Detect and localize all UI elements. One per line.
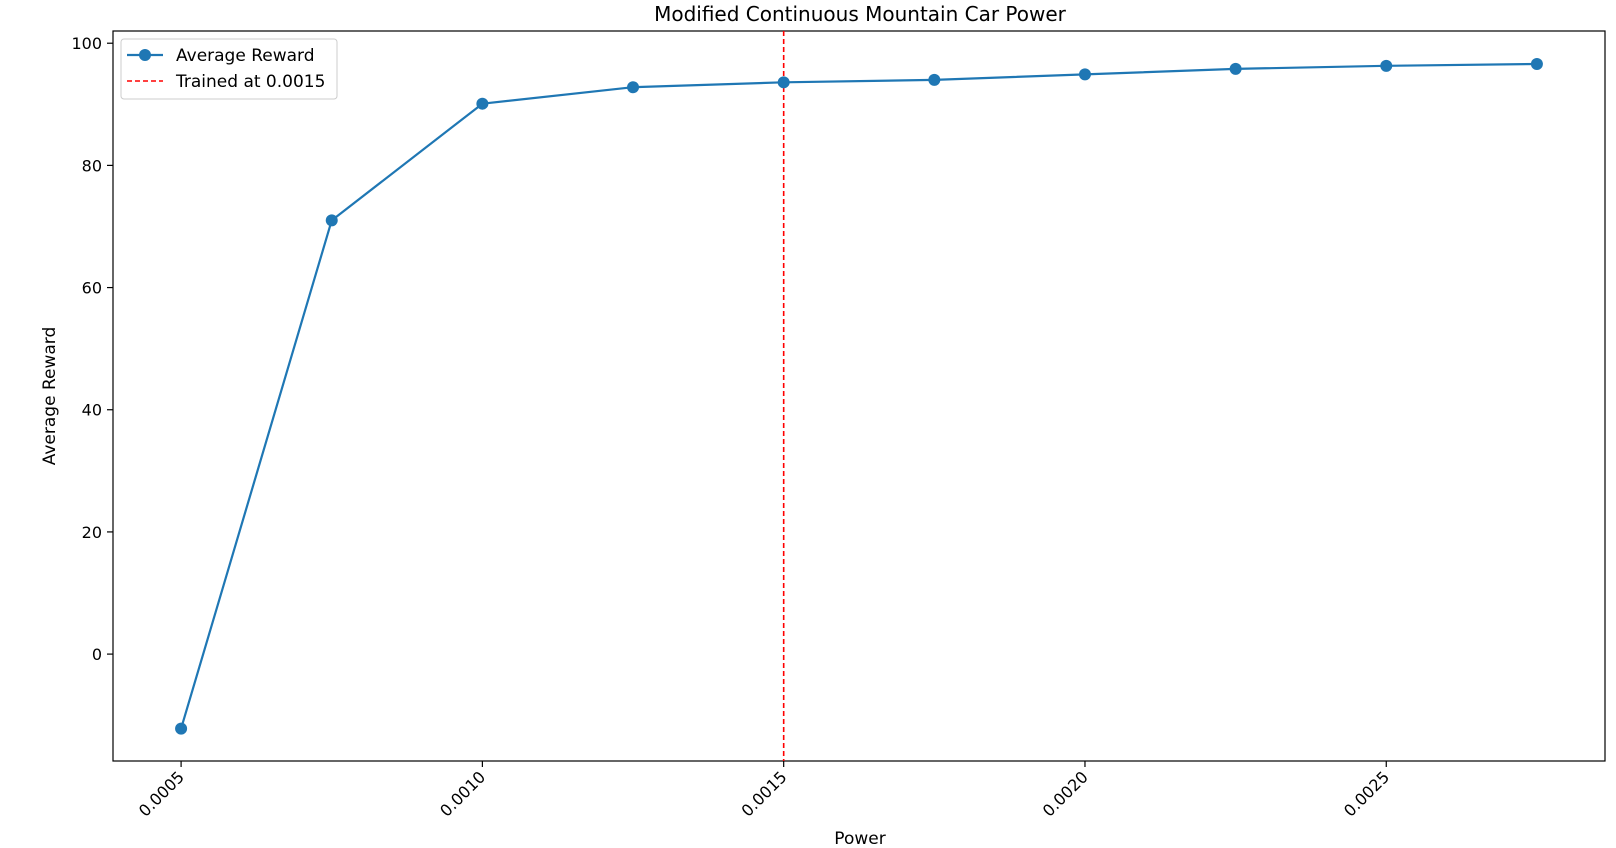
legend-label-trained: Trained at 0.0015 xyxy=(175,72,325,92)
data-point xyxy=(777,76,790,89)
plot-frame xyxy=(112,30,1606,762)
y-tick-label: 20 xyxy=(82,523,102,542)
x-tick-label: 0.0010 xyxy=(436,767,489,820)
y-axis: 0 20 40 60 80 100 xyxy=(71,34,113,664)
x-tick-label: 0.0015 xyxy=(737,767,790,820)
series-layer xyxy=(175,57,1543,735)
y-tick-label: 40 xyxy=(82,401,102,420)
legend-marker-average-reward xyxy=(139,49,151,61)
x-tick-label: 0.0005 xyxy=(135,767,188,820)
data-point xyxy=(1380,59,1393,72)
data-point xyxy=(1530,57,1543,70)
data-point xyxy=(1078,68,1091,81)
x-tick-label: 0.0025 xyxy=(1340,767,1393,820)
x-axis-label: Power xyxy=(834,829,885,848)
data-point xyxy=(1229,62,1242,75)
data-point xyxy=(627,81,640,94)
plot-area xyxy=(112,30,1606,762)
series-line-average-reward xyxy=(180,62,1537,729)
data-point xyxy=(476,97,489,110)
chart-title: Modified Continuous Mountain Car Power xyxy=(654,2,1067,26)
y-tick-label: 100 xyxy=(71,34,102,53)
legend-box xyxy=(120,38,338,100)
data-point xyxy=(175,722,188,735)
y-tick-label: 80 xyxy=(82,156,102,175)
y-axis-label: Average Reward xyxy=(40,327,60,466)
x-tick-label: 0.0020 xyxy=(1039,767,1092,820)
x-axis: 0.0005 0.0010 0.0015 0.0020 0.0025 xyxy=(135,761,1393,820)
legend: Average Reward Trained at 0.0015 xyxy=(120,38,338,100)
data-point xyxy=(928,73,941,86)
legend-label-average-reward: Average Reward xyxy=(176,46,315,66)
y-tick-label: 60 xyxy=(82,279,102,298)
y-tick-label: 0 xyxy=(92,645,102,664)
data-point xyxy=(325,214,338,227)
